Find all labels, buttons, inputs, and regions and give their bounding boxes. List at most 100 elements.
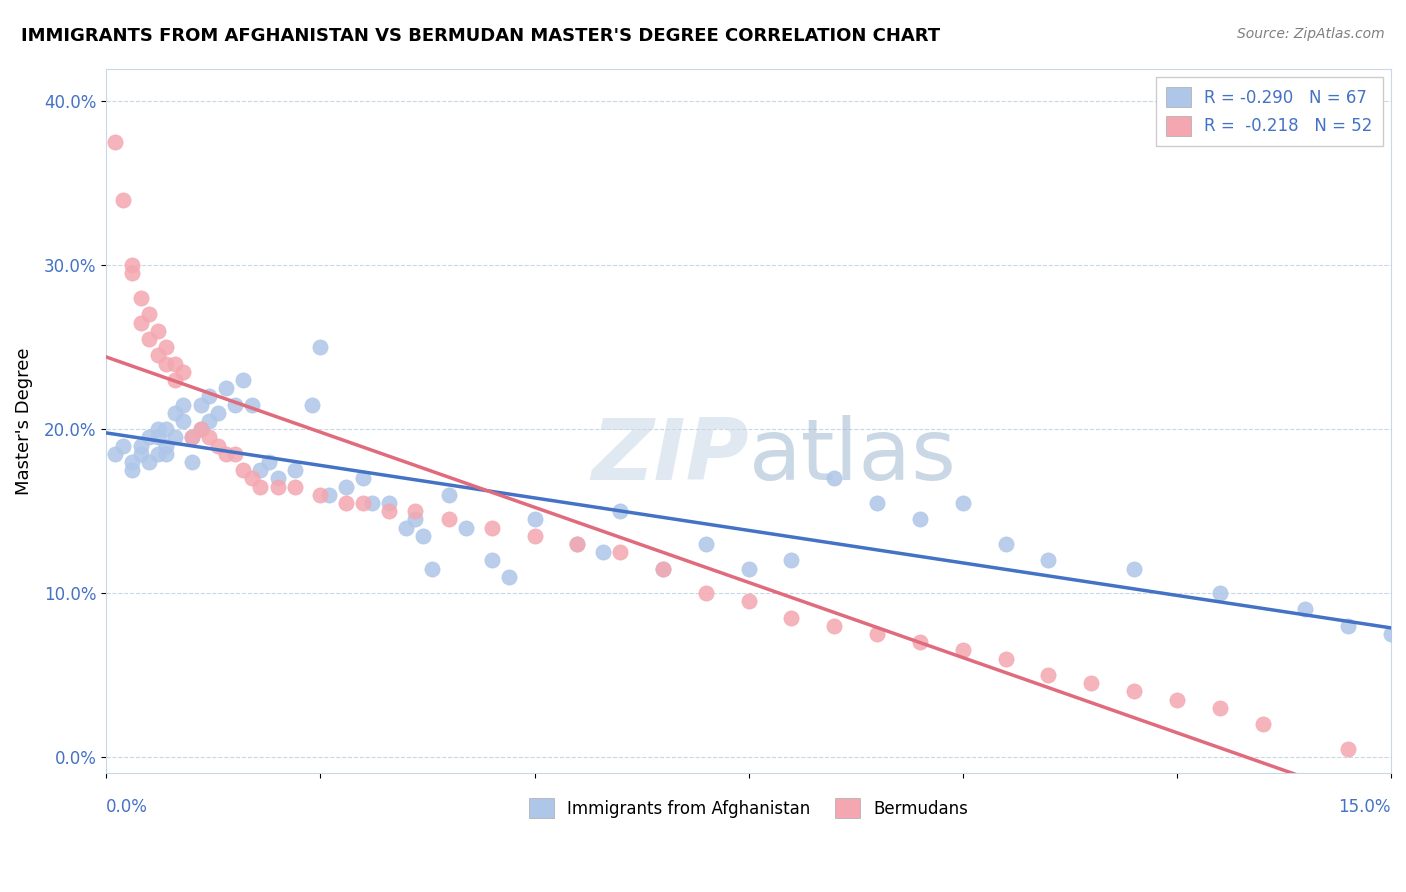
Point bbox=[952, 643, 974, 657]
Point bbox=[309, 488, 332, 502]
Point bbox=[1337, 742, 1360, 756]
Point bbox=[1166, 692, 1188, 706]
Point bbox=[232, 373, 254, 387]
Point bbox=[823, 471, 845, 485]
Point bbox=[155, 447, 177, 461]
Point bbox=[163, 357, 186, 371]
Point bbox=[138, 332, 160, 346]
Point bbox=[190, 422, 212, 436]
Point bbox=[284, 463, 307, 477]
Point bbox=[129, 439, 152, 453]
Point bbox=[129, 316, 152, 330]
Point bbox=[352, 471, 374, 485]
Point bbox=[155, 340, 177, 354]
Point bbox=[121, 455, 143, 469]
Point bbox=[266, 479, 288, 493]
Point bbox=[155, 422, 177, 436]
Point bbox=[155, 439, 177, 453]
Point bbox=[404, 512, 426, 526]
Point bbox=[198, 430, 221, 444]
Point bbox=[112, 193, 135, 207]
Point bbox=[567, 537, 589, 551]
Point bbox=[335, 496, 357, 510]
Point bbox=[224, 398, 246, 412]
Point bbox=[318, 488, 340, 502]
Point bbox=[1080, 676, 1102, 690]
Point bbox=[138, 307, 160, 321]
Point bbox=[146, 447, 169, 461]
Point bbox=[155, 357, 177, 371]
Point bbox=[129, 447, 152, 461]
Point bbox=[215, 381, 238, 395]
Point bbox=[780, 553, 803, 567]
Point bbox=[352, 496, 374, 510]
Point bbox=[207, 439, 229, 453]
Point bbox=[129, 291, 152, 305]
Point bbox=[1251, 717, 1274, 731]
Point bbox=[335, 479, 357, 493]
Point bbox=[138, 430, 160, 444]
Point bbox=[181, 430, 204, 444]
Point bbox=[780, 610, 803, 624]
Point bbox=[172, 365, 194, 379]
Point bbox=[1294, 602, 1316, 616]
Point bbox=[121, 267, 143, 281]
Point bbox=[523, 512, 546, 526]
Point bbox=[1379, 627, 1402, 641]
Point bbox=[198, 414, 221, 428]
Text: 15.0%: 15.0% bbox=[1339, 798, 1391, 816]
Y-axis label: Master's Degree: Master's Degree bbox=[15, 347, 32, 495]
Point bbox=[240, 398, 263, 412]
Point bbox=[908, 635, 931, 649]
Point bbox=[609, 545, 631, 559]
Point bbox=[695, 586, 717, 600]
Legend: Immigrants from Afghanistan, Bermudans: Immigrants from Afghanistan, Bermudans bbox=[522, 791, 976, 825]
Point bbox=[163, 406, 186, 420]
Point bbox=[121, 258, 143, 272]
Point bbox=[172, 398, 194, 412]
Point bbox=[609, 504, 631, 518]
Point bbox=[138, 455, 160, 469]
Point bbox=[121, 463, 143, 477]
Point bbox=[163, 373, 186, 387]
Point bbox=[224, 447, 246, 461]
Point bbox=[437, 512, 460, 526]
Point bbox=[404, 504, 426, 518]
Point bbox=[481, 520, 503, 534]
Point bbox=[309, 340, 332, 354]
Point bbox=[908, 512, 931, 526]
Point bbox=[652, 561, 675, 575]
Point bbox=[695, 537, 717, 551]
Point bbox=[215, 447, 238, 461]
Point bbox=[567, 537, 589, 551]
Point bbox=[146, 348, 169, 362]
Point bbox=[181, 430, 204, 444]
Text: atlas: atlas bbox=[748, 415, 956, 498]
Point bbox=[1038, 553, 1060, 567]
Point bbox=[146, 324, 169, 338]
Point bbox=[866, 627, 889, 641]
Text: Source: ZipAtlas.com: Source: ZipAtlas.com bbox=[1237, 27, 1385, 41]
Point bbox=[994, 537, 1017, 551]
Point bbox=[284, 479, 307, 493]
Point bbox=[737, 561, 759, 575]
Point bbox=[163, 430, 186, 444]
Point bbox=[952, 496, 974, 510]
Text: IMMIGRANTS FROM AFGHANISTAN VS BERMUDAN MASTER'S DEGREE CORRELATION CHART: IMMIGRANTS FROM AFGHANISTAN VS BERMUDAN … bbox=[21, 27, 941, 45]
Point bbox=[266, 471, 288, 485]
Point bbox=[454, 520, 477, 534]
Point bbox=[378, 496, 401, 510]
Text: 0.0%: 0.0% bbox=[107, 798, 148, 816]
Point bbox=[652, 561, 675, 575]
Point bbox=[181, 455, 204, 469]
Point bbox=[207, 406, 229, 420]
Point bbox=[360, 496, 382, 510]
Point bbox=[737, 594, 759, 608]
Point bbox=[112, 439, 135, 453]
Point bbox=[1123, 684, 1146, 698]
Point bbox=[437, 488, 460, 502]
Point bbox=[257, 455, 280, 469]
Point bbox=[412, 529, 434, 543]
Point bbox=[190, 422, 212, 436]
Text: ZIP: ZIP bbox=[591, 415, 748, 498]
